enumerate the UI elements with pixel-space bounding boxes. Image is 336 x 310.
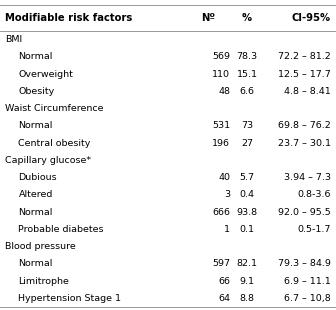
Text: 1: 1 <box>224 225 230 234</box>
Text: 8.8: 8.8 <box>240 294 254 303</box>
Text: 69.8 – 76.2: 69.8 – 76.2 <box>278 121 331 130</box>
Text: Limitrophe: Limitrophe <box>18 277 69 286</box>
Text: 48: 48 <box>218 87 230 96</box>
Text: Capillary glucose*: Capillary glucose* <box>5 156 91 165</box>
Text: 531: 531 <box>212 121 230 130</box>
Text: Normal: Normal <box>18 208 53 217</box>
Text: 82.1: 82.1 <box>237 259 257 268</box>
Text: 569: 569 <box>212 52 230 61</box>
Text: Nº: Nº <box>201 13 215 23</box>
Text: 6.6: 6.6 <box>240 87 254 96</box>
Text: 6.9 – 11.1: 6.9 – 11.1 <box>284 277 331 286</box>
Text: 78.3: 78.3 <box>237 52 257 61</box>
Text: 6.7 – 10,8: 6.7 – 10,8 <box>284 294 331 303</box>
Text: 12.5 – 17.7: 12.5 – 17.7 <box>278 70 331 79</box>
Text: 4.8 – 8.41: 4.8 – 8.41 <box>284 87 331 96</box>
Text: 40: 40 <box>218 173 230 182</box>
Text: Normal: Normal <box>18 121 53 130</box>
Text: Blood pressure: Blood pressure <box>5 242 76 251</box>
Text: 72.2 – 81.2: 72.2 – 81.2 <box>278 52 331 61</box>
Text: 3: 3 <box>224 190 230 199</box>
Text: 79.3 – 84.9: 79.3 – 84.9 <box>278 259 331 268</box>
Text: Hypertension Stage 1: Hypertension Stage 1 <box>18 294 122 303</box>
Text: Obesity: Obesity <box>18 87 55 96</box>
Text: 3.94 – 7.3: 3.94 – 7.3 <box>284 173 331 182</box>
Text: CI-95%: CI-95% <box>292 13 331 23</box>
Text: Normal: Normal <box>18 52 53 61</box>
Text: Modifiable risk factors: Modifiable risk factors <box>5 13 132 23</box>
Text: Probable diabetes: Probable diabetes <box>18 225 104 234</box>
Text: 15.1: 15.1 <box>237 70 257 79</box>
Text: 9.1: 9.1 <box>240 277 254 286</box>
Text: Normal: Normal <box>18 259 53 268</box>
Text: Dubious: Dubious <box>18 173 57 182</box>
Text: 92.0 – 95.5: 92.0 – 95.5 <box>278 208 331 217</box>
Text: 66: 66 <box>218 277 230 286</box>
Text: 23.7 – 30.1: 23.7 – 30.1 <box>278 139 331 148</box>
Text: 0.5-1.7: 0.5-1.7 <box>298 225 331 234</box>
Text: 0.1: 0.1 <box>240 225 254 234</box>
Text: 597: 597 <box>212 259 230 268</box>
Text: BMI: BMI <box>5 35 22 44</box>
Text: 0.8-3.6: 0.8-3.6 <box>297 190 331 199</box>
Text: 93.8: 93.8 <box>237 208 257 217</box>
Text: 196: 196 <box>212 139 230 148</box>
Text: Central obesity: Central obesity <box>18 139 91 148</box>
Text: 110: 110 <box>212 70 230 79</box>
Text: Altered: Altered <box>18 190 53 199</box>
Text: Overweight: Overweight <box>18 70 73 79</box>
Text: 73: 73 <box>241 121 253 130</box>
Text: %: % <box>242 13 252 23</box>
Text: 64: 64 <box>218 294 230 303</box>
Text: 27: 27 <box>241 139 253 148</box>
Text: Waist Circumference: Waist Circumference <box>5 104 103 113</box>
Text: 5.7: 5.7 <box>240 173 254 182</box>
Text: 0.4: 0.4 <box>240 190 254 199</box>
Text: 666: 666 <box>212 208 230 217</box>
